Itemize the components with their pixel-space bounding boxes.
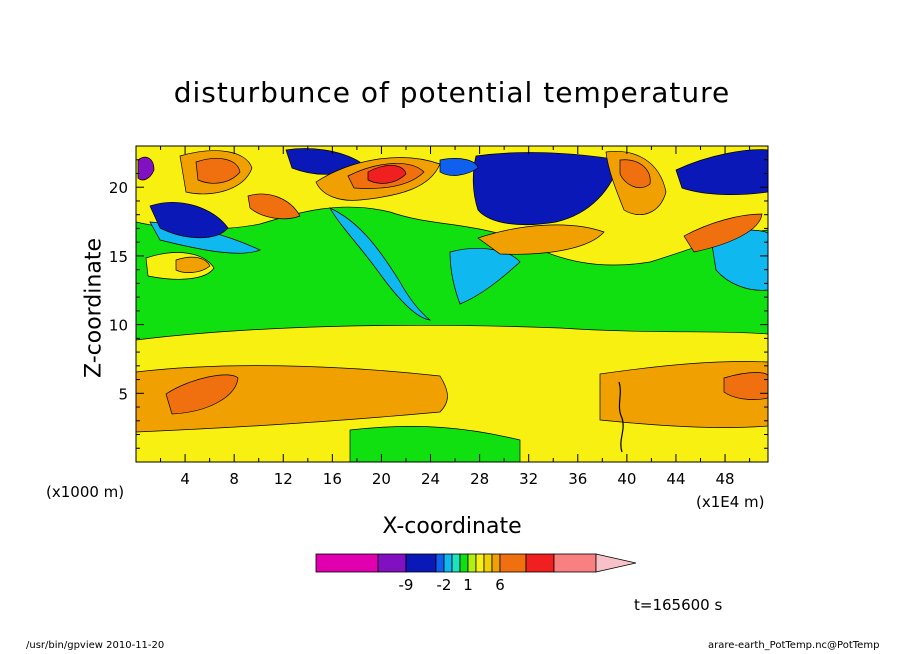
colorbar: -9 -2 1 6	[315, 553, 637, 594]
cyan-patch-2	[329, 207, 432, 321]
colorbar-segment	[499, 553, 527, 573]
colorbar-segment	[377, 553, 407, 573]
y-ticks: 5 10 15 20	[109, 159, 768, 449]
x-axis-label: X-coordinate	[382, 514, 522, 539]
purple-dot	[137, 156, 155, 181]
blue-patch-3	[472, 152, 621, 226]
orange-upper-3	[247, 193, 301, 220]
x-tick-label: 44	[666, 470, 685, 488]
blue-mid-1	[439, 158, 479, 176]
blue-patch-1	[149, 202, 229, 239]
x-unit-right: (x1E4 m)	[696, 493, 765, 511]
colorbar-label: 6	[495, 576, 505, 594]
colorbar-segment	[405, 553, 437, 573]
footer-right: arare-earth_PotTemp.nc@PotTemp	[708, 640, 880, 651]
x-tick-label: 12	[274, 470, 293, 488]
colorbar-segment	[491, 553, 501, 573]
x-tick-label: 24	[421, 470, 440, 488]
plot-frame	[135, 145, 769, 463]
colorbar-segment	[451, 553, 461, 573]
orange-core-right	[723, 372, 768, 400]
colorbar-segment	[459, 553, 469, 573]
colorbar-segment	[553, 553, 597, 573]
footer-left: /usr/bin/gpview 2010-11-20	[26, 640, 165, 651]
x-tick-label: 20	[372, 470, 391, 488]
colorbar-segment	[483, 553, 493, 573]
x-tick-label: 40	[617, 470, 636, 488]
x-tick-label: 8	[229, 470, 239, 488]
cyan-patch-3	[449, 248, 521, 305]
y-tick-label: 5	[118, 385, 128, 403]
blue-patch-4	[675, 149, 768, 195]
orange-upper-4-core	[619, 159, 651, 188]
time-label: t=165600 s	[634, 596, 723, 614]
x-ticks: 4 8 12 16 20 24 28 32 36 40 44 48	[160, 146, 751, 488]
colorbar-label: -9	[399, 576, 414, 594]
wiggle-x40	[618, 381, 624, 453]
orange-blob-left	[175, 256, 211, 273]
x-tick-label: 4	[180, 470, 190, 488]
orange-core-left	[165, 374, 239, 415]
colorbar-arrow	[595, 553, 637, 573]
orange-upper-1-core	[195, 158, 241, 184]
contour-field	[136, 146, 768, 462]
blue-patch-2	[285, 148, 361, 175]
y-tick-label: 10	[109, 317, 128, 335]
y-tick-label: 15	[109, 248, 128, 266]
colorbar-segment	[525, 553, 555, 573]
orange-upper-6	[683, 213, 763, 253]
x-tick-label: 48	[716, 470, 735, 488]
lower-yellow-band	[136, 324, 768, 462]
orange-upper-5	[477, 224, 605, 255]
colorbar-segment	[435, 553, 445, 573]
colorbar-segment	[475, 553, 485, 573]
lower-green-pocket	[349, 426, 521, 462]
colorbar-segment	[467, 553, 477, 573]
y-tick-label: 20	[109, 179, 128, 197]
colorbar-label: -2	[437, 576, 452, 594]
colorbar-label: 1	[463, 576, 473, 594]
colorbar-segment	[315, 553, 379, 573]
x-tick-label: 32	[519, 470, 538, 488]
colorbar-segment	[443, 553, 453, 573]
chart-title: disturbunce of potential temperature	[173, 76, 731, 109]
x-tick-label: 36	[568, 470, 587, 488]
x-tick-label: 16	[323, 470, 342, 488]
x-tick-label: 28	[470, 470, 489, 488]
x-unit-left: (x1000 m)	[46, 483, 125, 501]
red-core	[367, 165, 407, 184]
